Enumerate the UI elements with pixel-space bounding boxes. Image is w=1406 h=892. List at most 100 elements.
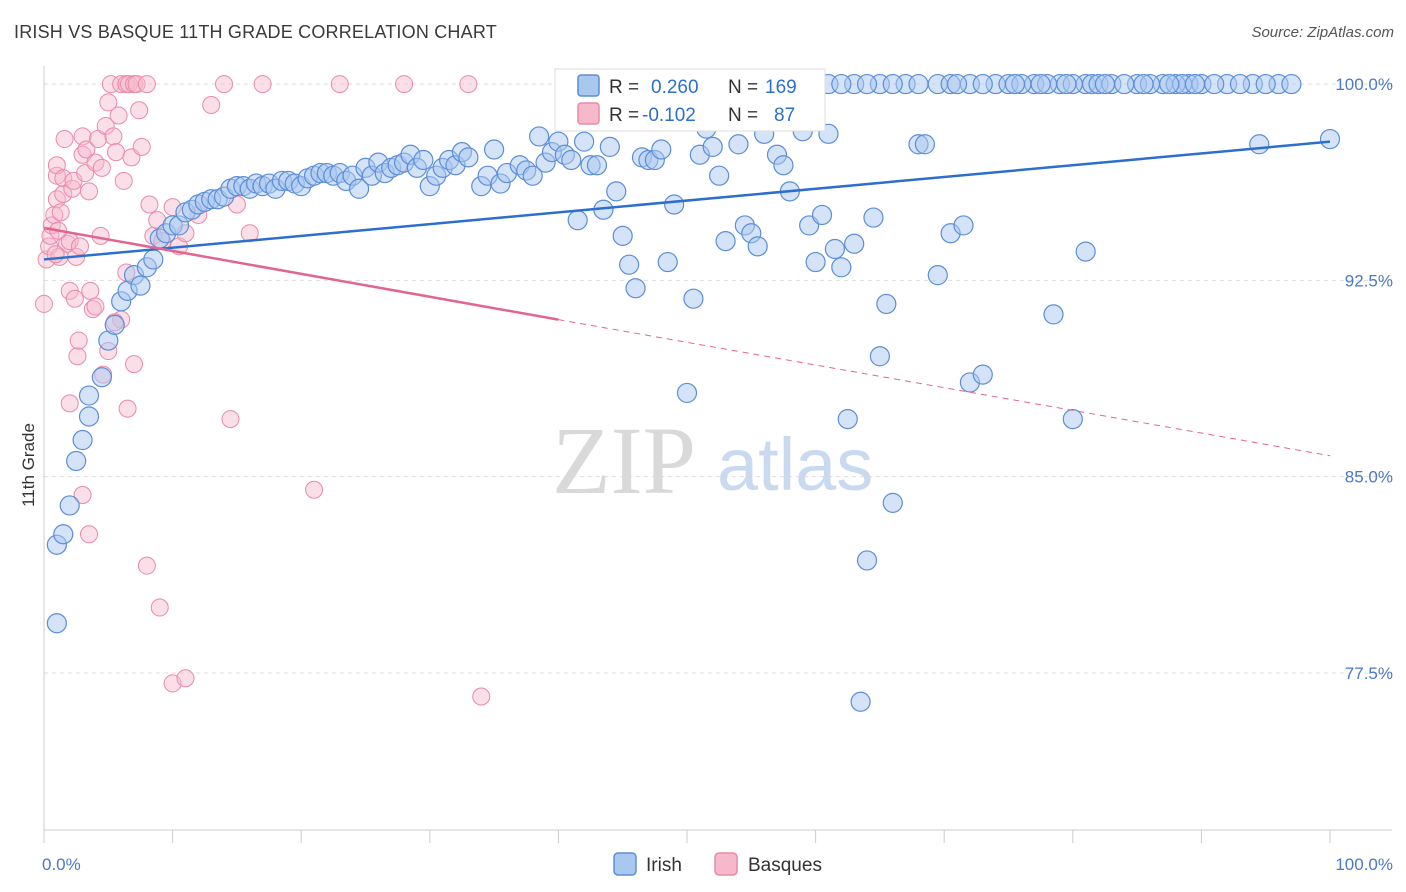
irish-point-94 <box>657 251 678 273</box>
irish-point-111 <box>773 155 794 176</box>
basques-point-8 <box>47 156 66 175</box>
basques-point-47 <box>132 137 151 156</box>
irish-point-88 <box>619 254 640 275</box>
irish-point-119 <box>831 257 852 278</box>
basques-point-66 <box>125 355 144 374</box>
irish-point-80 <box>567 210 588 231</box>
irish-point-81 <box>574 131 595 152</box>
irish-point-83 <box>586 155 608 176</box>
irish-point-68 <box>484 139 505 160</box>
basques-point-68 <box>150 598 169 617</box>
irish-point-0 <box>46 613 67 634</box>
series-legend: Irish Basques <box>613 852 822 876</box>
basques-point-70 <box>176 669 195 688</box>
basques-point-10 <box>51 203 70 222</box>
irish-point-7 <box>78 385 100 406</box>
basques-point-36 <box>104 127 123 146</box>
basques-point-33 <box>96 116 115 135</box>
irish-point-65 <box>458 147 479 168</box>
basques-point-71 <box>73 485 92 504</box>
basques-point-38 <box>109 106 128 125</box>
irish-point-173 <box>1204 73 1225 95</box>
irish-point-137 <box>1075 241 1096 262</box>
irish-point-104 <box>728 134 749 155</box>
trend-lines <box>43 140 1331 457</box>
basques-point-79 <box>65 289 84 308</box>
basques-point-58 <box>215 75 234 94</box>
basques-point-34 <box>99 93 118 112</box>
basques-point-28 <box>83 300 102 319</box>
irish-point-96 <box>676 382 698 404</box>
irish-trend-line <box>43 140 1331 261</box>
irish-point-134 <box>972 364 993 385</box>
basques-trend-line <box>43 226 559 321</box>
basques-point-39 <box>112 75 131 94</box>
irish-point-132 <box>953 215 974 236</box>
irish-point-48 <box>348 178 370 199</box>
irish-point-174 <box>1229 73 1251 95</box>
irish-point-169 <box>1004 73 1026 95</box>
basques-point-13 <box>55 130 74 149</box>
basques-point-81 <box>86 297 105 316</box>
legend-irish-r-value: 0.260 <box>651 77 699 98</box>
irish-point-167 <box>946 73 968 95</box>
irish-point-139 <box>1319 128 1341 150</box>
y-tick-labels: 77.5% 85.0% 92.5% 100.0% <box>1335 75 1393 683</box>
basques-point-57 <box>202 96 221 115</box>
y-axis-label: 11th Grade <box>19 423 38 507</box>
basques-point-45 <box>127 75 146 94</box>
irish-point-127 <box>882 492 903 513</box>
irish-point-171 <box>908 73 929 95</box>
irish-point-135 <box>1043 304 1064 325</box>
basques-point-46 <box>130 101 149 120</box>
irish-point-4 <box>66 450 87 472</box>
correlation-legend: R = 0.260 N = 169 R = -0.102 N = 87 <box>554 68 826 132</box>
irish-point-185 <box>856 73 878 95</box>
irish-point-182 <box>1184 73 1206 95</box>
irish-point-124 <box>863 207 884 228</box>
irish-point-89 <box>625 278 646 299</box>
irish-point-93 <box>651 139 672 160</box>
grid-lines <box>44 83 1392 674</box>
basques-point-72 <box>80 525 99 544</box>
irish-point-3 <box>59 495 80 516</box>
irish-point-2 <box>53 524 74 545</box>
irish-point-178 <box>1030 73 1051 95</box>
basques-point-22 <box>71 237 90 256</box>
irish-point-115 <box>805 251 826 273</box>
irish-point-8 <box>91 367 112 388</box>
legend-basques-n-value: 87 <box>774 105 795 126</box>
irish-point-181 <box>1159 73 1180 95</box>
basques-point-76 <box>459 75 478 94</box>
watermark-zip: ZIP <box>552 407 696 514</box>
irish-point-10 <box>104 314 125 335</box>
basques-point-27 <box>80 182 99 201</box>
basques-point-40 <box>114 171 133 190</box>
irish-point-166 <box>882 73 903 95</box>
basques-point-42 <box>119 75 138 94</box>
bottom-legend-irish-label: Irish <box>646 855 682 876</box>
irish-point-102 <box>715 231 736 252</box>
irish-point-97 <box>683 288 704 309</box>
basques-point-26 <box>77 140 96 159</box>
basques-point-49 <box>140 195 159 214</box>
irish-point-129 <box>914 134 936 155</box>
irish-point-176 <box>1281 73 1302 95</box>
basques-point-21 <box>69 331 88 350</box>
irish-point-120 <box>837 408 858 430</box>
irish-point-74 <box>529 126 550 147</box>
y-tick-label-0: 77.5% <box>1345 664 1393 683</box>
bottom-legend-basques-label: Basques <box>748 855 822 876</box>
irish-point-58 <box>413 149 434 171</box>
irish-point-101 <box>709 165 730 186</box>
legend-irish-r-label: R = <box>609 77 639 98</box>
basques-point-77 <box>472 687 491 706</box>
basques-point-67 <box>137 556 156 575</box>
x-tick-label-0: 0.0% <box>42 855 81 874</box>
legend-basques-r-value: -0.102 <box>642 105 696 126</box>
axes <box>43 66 1392 843</box>
irish-point-175 <box>1255 73 1276 95</box>
legend-basques-r-label: R = <box>609 105 639 126</box>
irish-point-85 <box>599 136 620 157</box>
